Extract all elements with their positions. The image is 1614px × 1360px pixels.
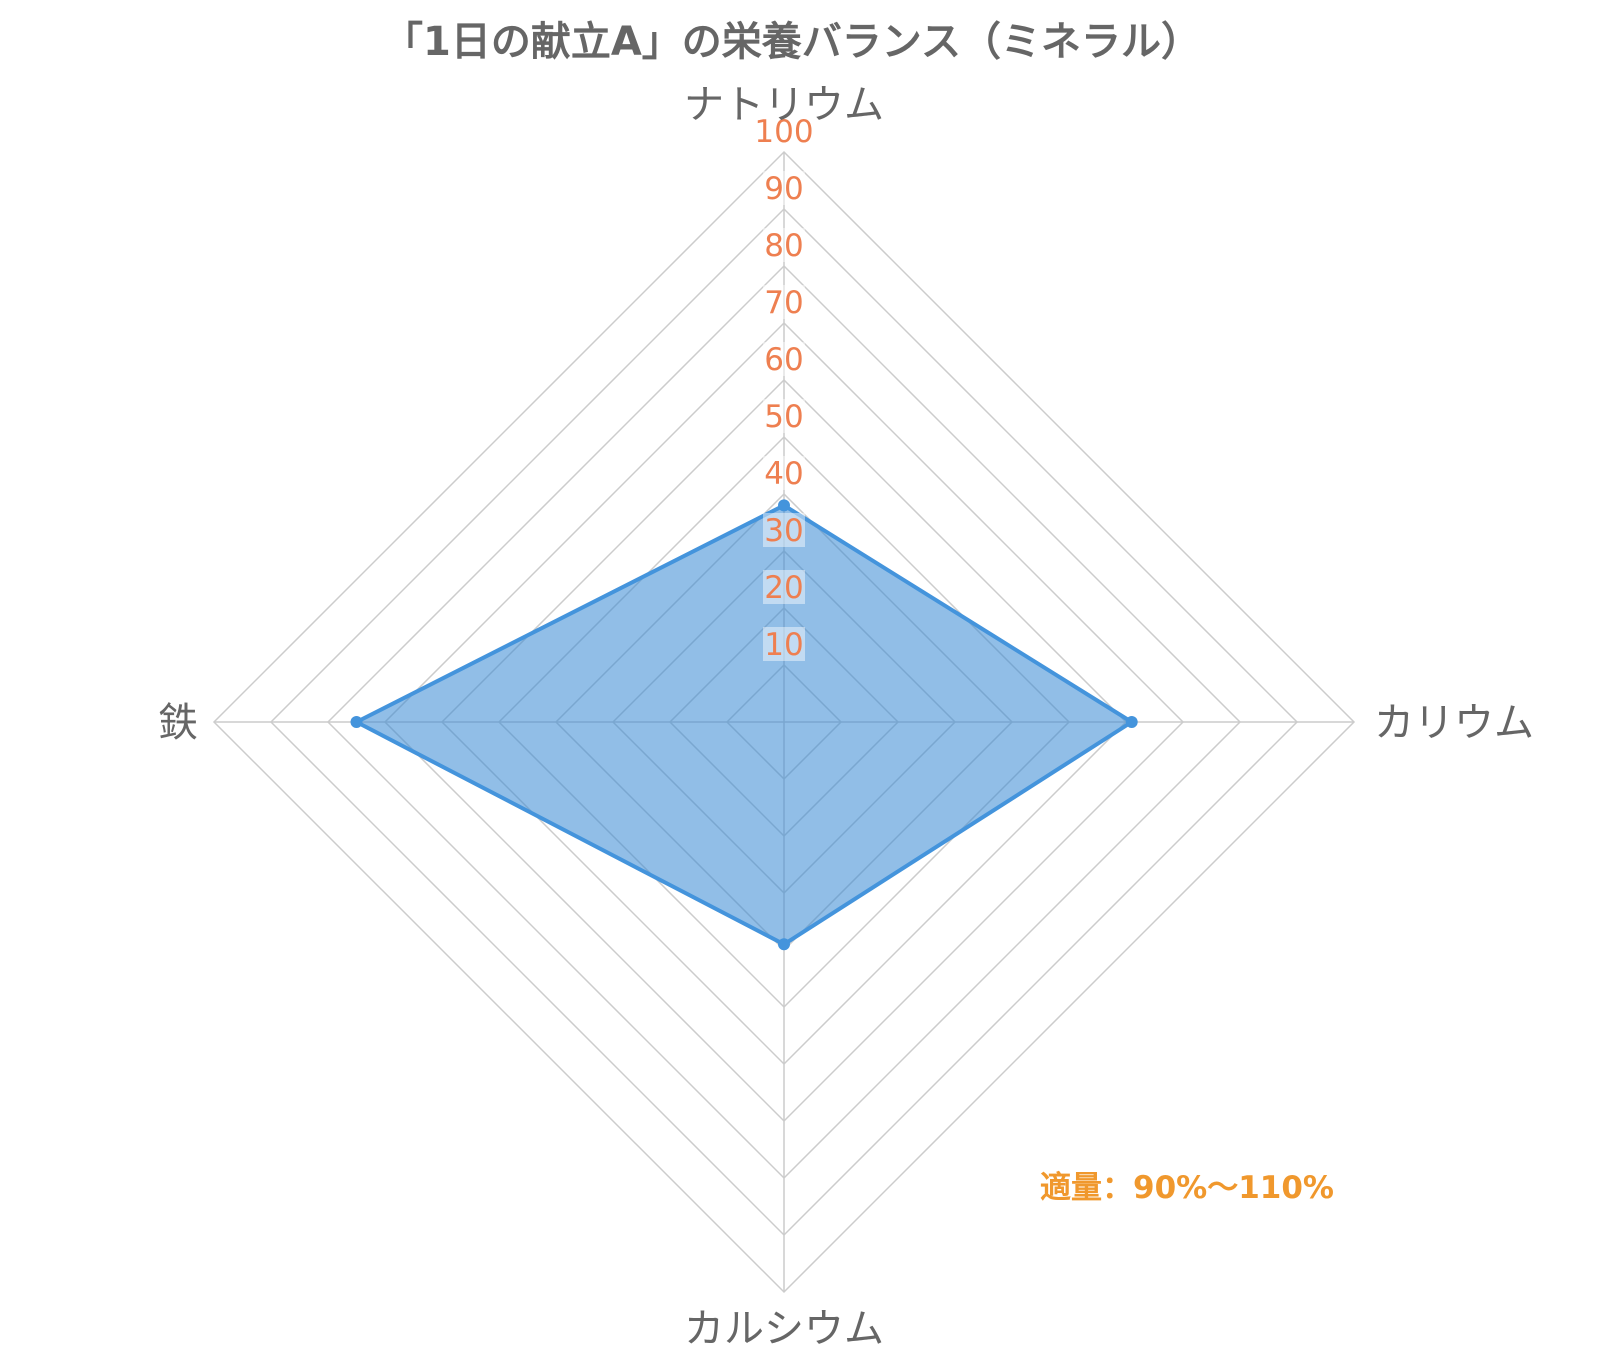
axis-label-iron: 鉄 [158, 700, 198, 746]
tick-label-text-50: 50 [764, 399, 803, 435]
tick-label-text-40: 40 [764, 456, 803, 492]
tick-label-bg-10 [763, 627, 805, 661]
tick-label-bg-70 [763, 285, 805, 319]
tick-label-text-90: 90 [764, 171, 803, 207]
tick-label-text-20: 20 [764, 570, 803, 606]
tick-label-100: 100 [754, 114, 814, 150]
tick-label-10: 10 [763, 627, 805, 663]
tick-label-bg-30 [763, 513, 805, 547]
tick-label-bg-100 [754, 114, 814, 148]
tick-label-40: 40 [763, 456, 805, 492]
radar-series [350, 499, 1138, 951]
radar-tick-labels: 10 20 30 40 50 60 70 80 90 100 [754, 114, 814, 663]
tick-label-text-10: 10 [764, 627, 803, 663]
tick-label-text-80: 80 [764, 228, 803, 264]
tick-label-text-60: 60 [764, 342, 803, 378]
data-point-potassium [1125, 716, 1138, 728]
tick-label-text-30: 30 [764, 513, 803, 549]
tick-label-20: 20 [763, 570, 805, 606]
tick-label-bg-20 [763, 570, 805, 604]
axis-label-potassium: カリウム [1374, 700, 1534, 746]
tick-label-90: 90 [763, 171, 805, 207]
data-point-calcium [778, 938, 790, 951]
axis-label-calcium: カルシウム [684, 1306, 884, 1352]
tick-label-70: 70 [763, 285, 805, 321]
tick-label-bg-60 [763, 342, 805, 376]
series-area [354, 503, 1134, 947]
tick-label-text-70: 70 [764, 285, 803, 321]
tick-label-bg-50 [763, 399, 805, 433]
appropriate-range-annotation: 適量：90%〜110% [1040, 1170, 1334, 1206]
tick-label-60: 60 [763, 342, 805, 378]
axis-label-sodium: ナトリウム [684, 82, 884, 128]
tick-label-bg-90 [763, 171, 805, 205]
tick-label-text-100: 100 [754, 114, 813, 150]
data-point-sodium [778, 499, 790, 512]
data-point-iron [350, 716, 363, 728]
tick-label-50: 50 [763, 399, 805, 435]
tick-label-80: 80 [763, 228, 805, 264]
tick-label-bg-80 [763, 228, 805, 262]
tick-label-30: 30 [763, 513, 805, 549]
chart-title: 「1日の献立A」の栄養バランス（ミネラル） [383, 19, 1201, 65]
tick-label-bg-40 [763, 456, 805, 490]
